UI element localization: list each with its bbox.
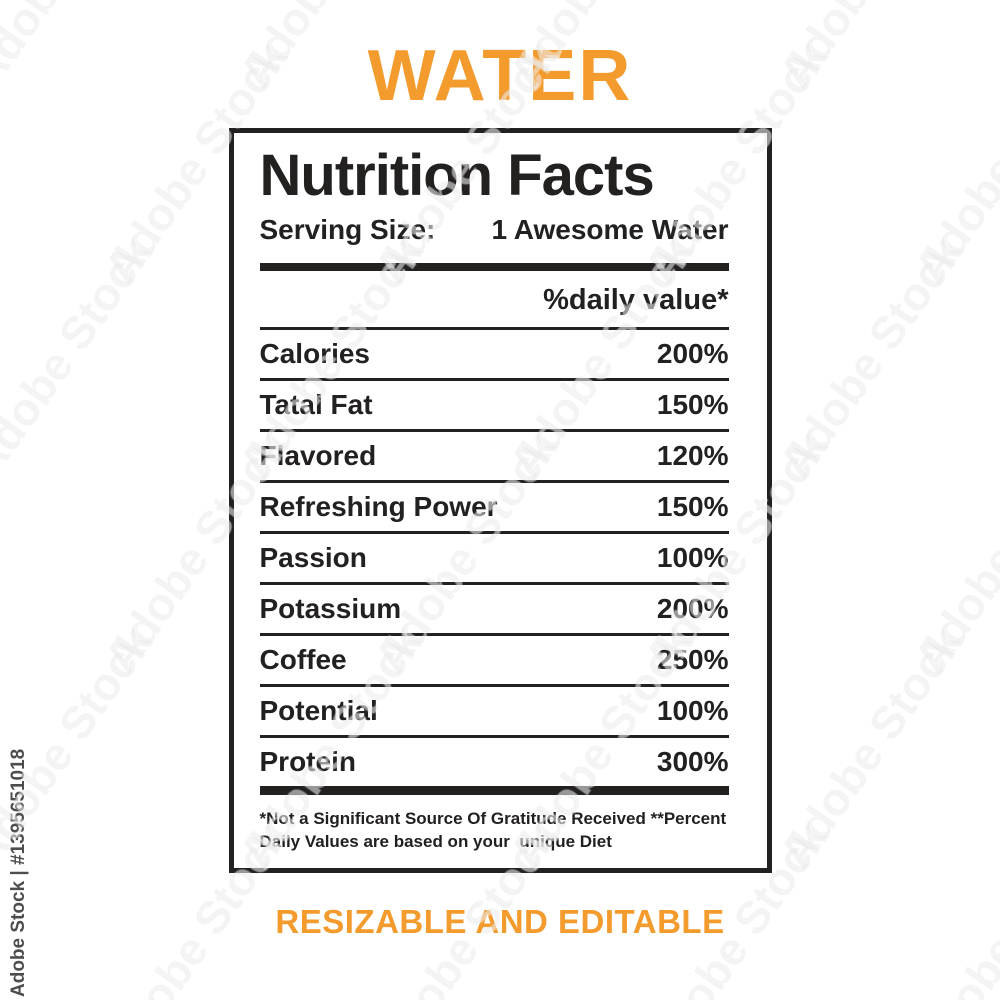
- daily-value-header: %daily value*: [259, 271, 729, 330]
- nutrient-row: Coffee 250%: [259, 636, 729, 687]
- stock-id-watermark: Adobe Stock | #1395651018: [8, 748, 29, 997]
- watermark-tile: Adobe Stock: [768, 226, 973, 488]
- nutrient-name: Passion: [259, 542, 367, 573]
- nutrient-value: 150%: [656, 491, 729, 522]
- nutrient-row: Potassium 200%: [259, 585, 729, 636]
- footnote: *Not a Significant Source Of Gratitude R…: [259, 809, 727, 851]
- nutrient-row: Passion 100%: [259, 534, 729, 585]
- watermark-tile: Adobe Stock: [903, 421, 1000, 683]
- divider-thick-bottom: [259, 786, 729, 795]
- nutrition-label: Nutrition Facts Serving Size: 1 Awesome …: [228, 128, 772, 873]
- nutrient-row: Flavored 120%: [259, 432, 729, 483]
- divider-thick-top: [259, 263, 729, 271]
- label-heading: Nutrition Facts: [259, 143, 655, 208]
- nutrient-value: 150%: [656, 389, 729, 420]
- watermark-tile: Adobe Stock: [768, 616, 973, 878]
- serving-size-label: Serving Size:: [259, 214, 436, 245]
- nutrient-name: Tatal Fat: [259, 389, 373, 420]
- nutrient-name: Flavored: [259, 440, 377, 471]
- nutrient-value: 250%: [656, 644, 729, 675]
- watermark-tile: Adobe Stock: [0, 226, 163, 488]
- nutrient-value: 100%: [656, 542, 729, 573]
- nutrient-value: 200%: [656, 593, 729, 624]
- nutrient-name: Calories: [259, 338, 371, 369]
- poster-title: WATER: [367, 36, 633, 116]
- nutrient-name: Refreshing Power: [259, 491, 498, 522]
- serving-size-value: 1 Awesome Water: [491, 214, 729, 245]
- nutrient-value: 200%: [656, 338, 729, 369]
- nutrient-name: Coffee: [259, 644, 347, 675]
- nutrient-row: Tatal Fat 150%: [259, 381, 729, 432]
- nutrient-row: Protein 300%: [260, 738, 729, 786]
- nutrient-row: Potential 100%: [259, 687, 729, 738]
- nutrient-name: Potential: [259, 695, 378, 726]
- nutrient-value: 100%: [656, 695, 729, 726]
- nutrient-value: 120%: [656, 440, 729, 471]
- nutrient-name: Protein: [259, 746, 356, 777]
- nutrient-row: Calories 200%: [259, 330, 729, 381]
- footer-note: RESIZABLE AND EDITABLE: [275, 903, 725, 940]
- nutrient-row: Refreshing Power 150%: [259, 483, 729, 534]
- nutrient-name: Potassium: [259, 593, 402, 624]
- nutrient-value: 300%: [656, 746, 729, 777]
- nutrient-rows: Calories 200% Tatal Fat 150% Flavored 120% Ref…: [259, 330, 729, 786]
- serving-row: Serving Size: 1 Awesome Water: [260, 213, 729, 247]
